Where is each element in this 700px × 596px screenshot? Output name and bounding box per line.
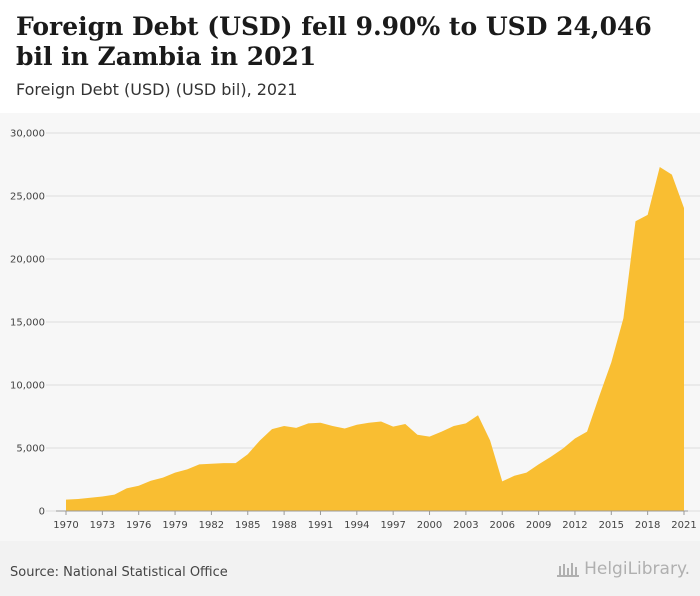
chart-subtitle: Foreign Debt (USD) (USD bil), 2021	[16, 80, 298, 99]
x-tick-label: 1970	[53, 520, 78, 531]
x-tick-label: 2012	[562, 520, 587, 531]
logo-text: HelgiLibrary.	[584, 559, 690, 579]
x-tick-label: 1991	[308, 520, 333, 531]
y-tick-label: 20,000	[10, 255, 45, 266]
y-tick-label: 15,000	[10, 318, 45, 329]
x-tick-label: 1982	[199, 520, 224, 531]
plot-panel: 0 5,000 10,000 15,000 20,000 25,000 30,000 1970…	[0, 113, 700, 541]
y-tick-label: 0	[39, 507, 45, 518]
area-chart: 0 5,000 10,000 15,000 20,000 25,000 30,000 1970…	[10, 129, 700, 531]
x-tick-label: 2021	[671, 520, 696, 531]
library-building-icon	[557, 563, 580, 577]
chart-footer: Source: National Statistical Office Helg…	[0, 541, 700, 596]
x-tick-label: 1979	[162, 520, 187, 531]
x-tick-label: 2015	[599, 520, 624, 531]
y-tick-label: 10,000	[10, 381, 45, 392]
x-tick-label: 1976	[126, 520, 151, 531]
x-tick-label: 2003	[453, 520, 478, 531]
y-tick-label: 25,000	[10, 192, 45, 203]
chart-title: Foreign Debt (USD) fell 9.90% to USD 24,…	[16, 12, 652, 71]
y-tick-label: 30,000	[10, 129, 45, 140]
x-tick-label: 2018	[635, 520, 660, 531]
source-note: Source: National Statistical Office	[10, 565, 228, 580]
debt-area-series	[66, 167, 684, 511]
x-tick-label: 2006	[490, 520, 515, 531]
x-tick-label: 1973	[90, 520, 115, 531]
x-tick-label: 1988	[271, 520, 296, 531]
x-tick-label: 1994	[344, 520, 369, 531]
x-tick-label: 2009	[526, 520, 551, 531]
chart-header: Foreign Debt (USD) fell 9.90% to USD 24,…	[0, 0, 700, 113]
y-tick-label: 5,000	[16, 444, 45, 455]
x-tick-label: 1985	[235, 520, 260, 531]
x-tick-label: 1997	[380, 520, 405, 531]
x-tick-label: 2000	[417, 520, 442, 531]
helgi-library-logo[interactable]: HelgiLibrary.	[556, 559, 690, 579]
